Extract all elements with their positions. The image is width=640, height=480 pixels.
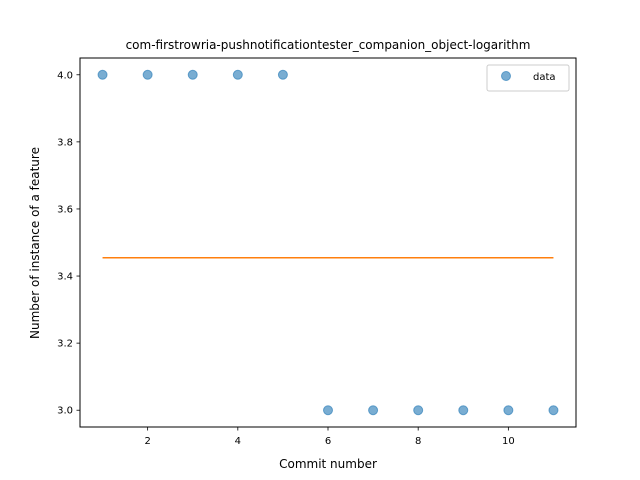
y-tick-label: 3.2 [57, 339, 73, 350]
data-point [323, 405, 333, 416]
data-point [458, 405, 469, 416]
y-axis-label: Number of instance of a feature [28, 147, 42, 339]
y-tick-label: 3.6 [57, 204, 73, 215]
x-tick-label: 6 [325, 436, 331, 447]
x-tick-label: 10 [502, 436, 515, 447]
data-point [548, 405, 559, 416]
data-point [368, 405, 379, 416]
data-point [97, 69, 108, 80]
data-point [277, 69, 288, 80]
x-tick-label: 8 [415, 436, 421, 447]
data-point [413, 405, 424, 416]
y-tick-label: 4.0 [57, 70, 73, 81]
data-point [142, 69, 153, 80]
legend-label-data: data [533, 72, 556, 83]
data-point [187, 69, 198, 80]
y-tick-label: 3.8 [57, 137, 73, 148]
x-tick-label: 2 [144, 436, 150, 447]
chart-title: com-firstrowria-pushnotificationtester_c… [126, 38, 531, 52]
legend: data [486, 64, 570, 92]
legend-marker [501, 71, 511, 81]
legend-box [486, 64, 570, 92]
data-point [503, 405, 514, 416]
y-tick-label: 3.4 [57, 272, 73, 283]
x-tick-label: 4 [235, 436, 241, 447]
y-tick-label: 3.0 [57, 406, 73, 417]
data-point [232, 69, 243, 80]
x-axis-label: Commit number [279, 457, 377, 471]
